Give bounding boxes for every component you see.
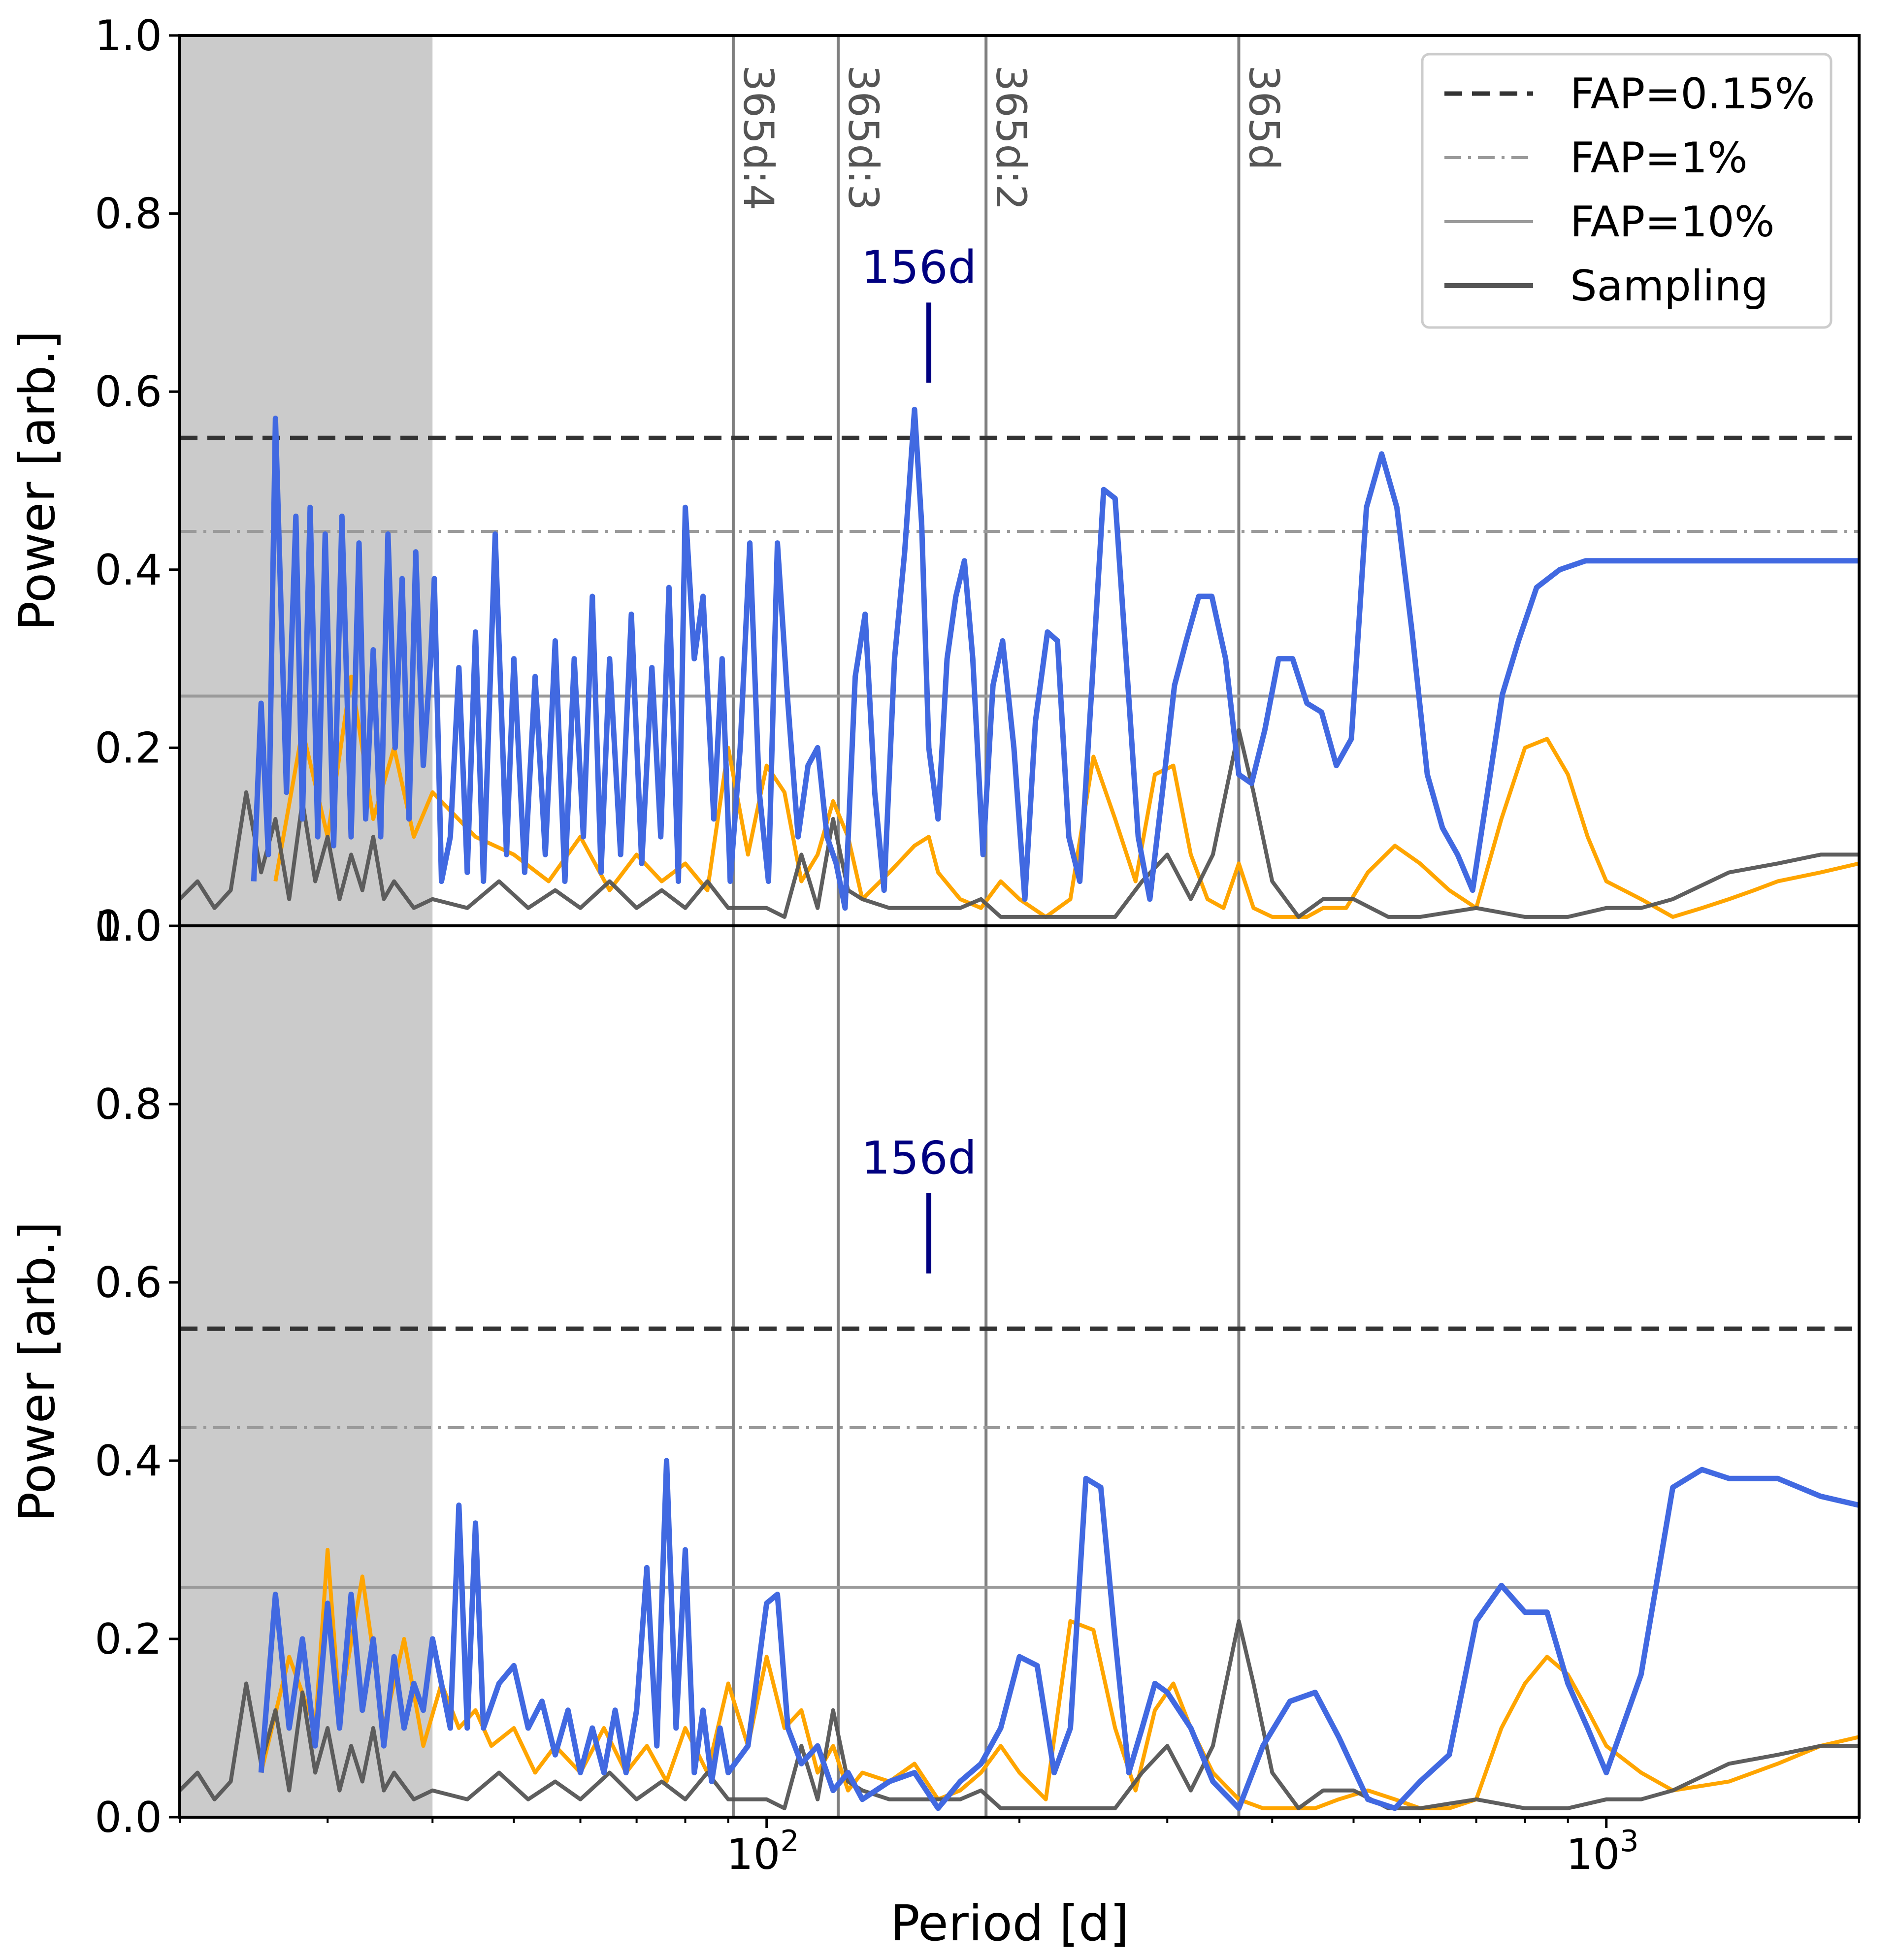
y-tick-label: 0.2 <box>95 1615 162 1664</box>
series-line <box>273 674 1860 919</box>
y-tick-label: 0.6 <box>95 367 162 417</box>
annotation-label: 156d <box>861 241 977 294</box>
y-tick-label: 0.8 <box>95 190 162 239</box>
y-tick-label: 0.2 <box>95 723 162 773</box>
shaded-region <box>180 35 433 926</box>
top-panel: 365d:4 365d:3 365d:2 365d 156d 0.0 0.2 0.4 0.6 0.… <box>8 11 1861 951</box>
y-axis-label: Power [arb.] <box>8 1221 66 1522</box>
x-tick-label: 102 <box>726 1824 799 1879</box>
series-line <box>251 406 1859 911</box>
annotation-label: 156d <box>861 1132 977 1184</box>
legend-entry-label: Sampling <box>1570 261 1768 311</box>
series-line <box>258 1458 1860 1811</box>
y-tick-label: 0.8 <box>95 1080 162 1129</box>
legend-entry-label: FAP=10% <box>1570 197 1774 247</box>
x-axis-label: Period [d] <box>890 1895 1129 1952</box>
y-tick-label: 0.0 <box>95 1793 162 1842</box>
legend-entry-label: FAP=1% <box>1570 133 1748 183</box>
y-axis-label: Power [arb.] <box>8 330 66 631</box>
legend-entry-label: FAP=0.15% <box>1570 69 1815 119</box>
series-line <box>178 728 1859 919</box>
vertical-marker-label: 365d:4 <box>734 65 783 210</box>
vertical-marker-label: 365d:3 <box>839 65 887 210</box>
x-tick-label: 103 <box>1566 1824 1639 1879</box>
vertical-marker-label: 365d <box>1240 65 1288 170</box>
y-tick-label: 0.0 <box>95 902 162 951</box>
y-tick-label: 0.4 <box>95 546 162 595</box>
legend-box <box>1421 53 1833 329</box>
y-tick-label: 1.0 <box>95 902 162 951</box>
bottom-panel: 156d 0.0 0.2 0.4 0.6 0.8 1.0 Power [arb.] 102 103 <box>8 902 1861 1879</box>
y-tick-label: 0.6 <box>95 1258 162 1307</box>
vertical-marker-label: 365d:2 <box>987 65 1035 210</box>
y-tick-label: 0.4 <box>95 1437 162 1486</box>
y-tick-label: 1.0 <box>95 11 162 61</box>
